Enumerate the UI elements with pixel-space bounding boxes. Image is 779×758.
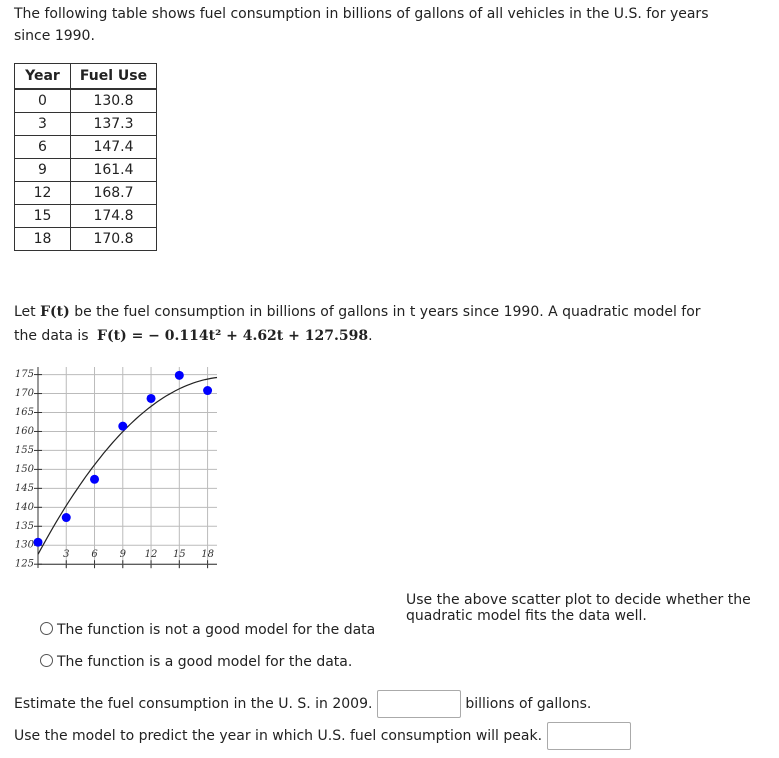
y-tick-label: 155 [15, 445, 34, 456]
text: billions of gallons. [465, 696, 592, 712]
text: Estimate the fuel consumption in the U. … [14, 696, 373, 712]
y-tick-label: 150 [15, 464, 35, 475]
table-row: 12 168.7 [14, 181, 157, 205]
table-cell: 130.8 [70, 88, 157, 113]
data-point [203, 386, 213, 396]
x-tick-label: 15 [173, 549, 186, 560]
answer-input[interactable] [546, 722, 631, 750]
text: Let [14, 304, 41, 320]
radio[interactable] [40, 622, 53, 635]
option[interactable]: The function is not a good model for the… [40, 622, 375, 638]
data-table: Year Fuel Use 0 130.8 3 137.3 6 147.4 9 161.4 12… [14, 63, 157, 251]
text: Use the model to predict the year in whi… [14, 728, 543, 744]
data-point [146, 393, 156, 403]
y-tick-label: 125 [15, 559, 34, 570]
x-tick-label: 18 [201, 549, 214, 560]
data-point [33, 537, 43, 547]
y-tick-label: 170 [15, 388, 35, 399]
table-cell: 9 [14, 158, 71, 182]
data-point [90, 474, 100, 484]
model-text: Let F(t) be the fuel consumption in bill… [14, 300, 714, 348]
x-tick-label: 3 [63, 549, 69, 560]
table-cell: 12 [14, 181, 71, 205]
text: . [368, 328, 373, 344]
x-tick-label: 12 [145, 549, 158, 560]
math: F(t) [40, 304, 70, 320]
table-cell: 174.8 [70, 204, 157, 228]
table-row: 18 170.8 [14, 227, 157, 251]
question: Use the model to predict the year in whi… [14, 722, 631, 750]
table-cell: 137.3 [70, 112, 157, 136]
table-header: Year [14, 63, 71, 90]
table-row: 9 161.4 [14, 158, 157, 182]
model-curve [37, 376, 218, 555]
radio[interactable] [40, 654, 53, 667]
table-cell: 3 [14, 112, 71, 136]
table-row: 3 137.3 [14, 112, 157, 136]
y-tick-label: 160 [15, 426, 35, 437]
table-row: 15 174.8 [14, 204, 157, 228]
data-point [118, 421, 128, 431]
answer-input[interactable] [376, 690, 461, 718]
option[interactable]: The function is a good model for the dat… [40, 654, 352, 670]
math: F(t) = − 0.114t² + 4.62t + 127.598 [97, 328, 369, 344]
data-point [174, 370, 184, 380]
y-tick-label: 135 [15, 521, 34, 532]
scatter-plot: 3 6 9 12 15 18 125 130 135 140 145 150 155 160 165 170 1… [15, 367, 218, 570]
table-row: 6 147.4 [14, 135, 157, 159]
y-tick-label: 140 [15, 502, 35, 513]
table-cell: 15 [14, 204, 71, 228]
question: Use the above scatter plot to decide whe… [406, 592, 751, 624]
y-tick-label: 145 [15, 483, 34, 494]
table-cell: 6 [14, 135, 71, 159]
option-text: The function is not a good model for the… [57, 622, 376, 638]
table-cell: 0 [14, 88, 71, 113]
y-tick-label: 130 [15, 540, 35, 551]
y-tick-label: 165 [15, 407, 34, 418]
intro: The following table shows fuel consumpti… [14, 6, 709, 44]
x-tick-label: 9 [120, 549, 127, 560]
table-cell: 147.4 [70, 135, 157, 159]
table-header: Fuel Use [70, 63, 157, 90]
table-cell: 170.8 [70, 227, 157, 251]
table-cell: 168.7 [70, 181, 157, 205]
table-row: 0 130.8 [14, 88, 157, 113]
question: Estimate the fuel consumption in the U. … [14, 690, 591, 718]
option-text: The function is a good model for the dat… [57, 654, 353, 670]
y-tick-label: 175 [15, 369, 34, 380]
x-tick-label: 6 [91, 549, 98, 560]
data-point [61, 513, 71, 523]
table-cell: 161.4 [70, 158, 157, 182]
text: be the fuel consumption in billions of g… [14, 304, 701, 344]
table-cell: 18 [14, 227, 71, 251]
